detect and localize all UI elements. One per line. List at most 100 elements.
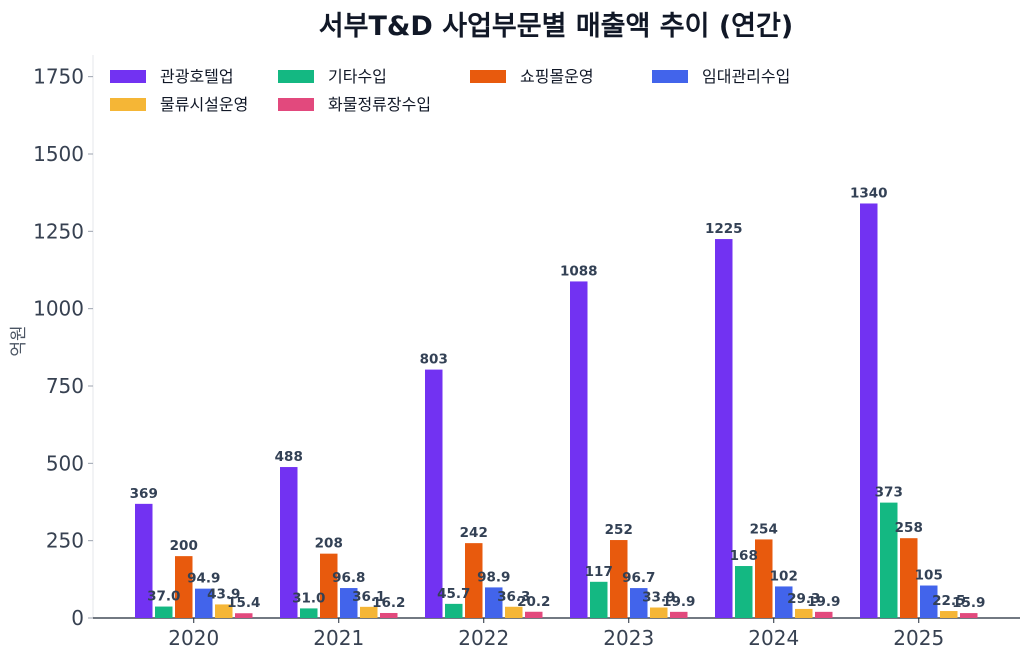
legend-label: 임대관리수입 <box>702 67 790 86</box>
bar[interactable] <box>525 611 543 618</box>
bar[interactable] <box>340 588 358 618</box>
bar[interactable] <box>860 203 878 618</box>
bar[interactable] <box>215 604 233 618</box>
bar-value-label: 98.9 <box>477 569 510 585</box>
y-axis: 0 250 500 750 1000 1250 1500 1750 <box>33 55 94 630</box>
bar-value-label: 803 <box>420 352 448 368</box>
bar[interactable] <box>920 585 938 618</box>
bar[interactable] <box>815 611 833 618</box>
bar-value-label: 94.9 <box>187 571 220 587</box>
x-tick-label: 2021 <box>313 626 364 650</box>
bar-value-label: 19.9 <box>662 594 695 610</box>
bar-value-label: 252 <box>605 522 633 538</box>
legend-swatch <box>278 70 314 83</box>
x-tick-label: 2022 <box>458 626 509 650</box>
bar[interactable] <box>795 608 813 618</box>
bar-value-label: 1340 <box>850 185 888 201</box>
bar-value-label: 105 <box>915 568 943 584</box>
legend-swatch <box>110 70 146 83</box>
bar[interactable] <box>135 503 153 618</box>
bar-value-label: 33.9 <box>642 590 675 606</box>
bar[interactable] <box>485 587 503 618</box>
bar[interactable] <box>465 543 483 618</box>
legend-item[interactable]: 기타수입 <box>278 67 387 86</box>
bar-value-label: 15.9 <box>952 595 985 611</box>
bar-value-label: 200 <box>170 538 198 554</box>
bar[interactable] <box>590 581 608 618</box>
bar[interactable] <box>630 588 648 618</box>
legend-swatch <box>110 98 146 111</box>
bar-value-label: 45.7 <box>437 586 470 602</box>
bar[interactable] <box>155 606 173 618</box>
legend-swatch <box>470 70 506 83</box>
bar[interactable] <box>195 588 213 618</box>
chart-title: 서부T&D 사업부문별 매출액 추이 (연간) <box>319 11 793 42</box>
bar[interactable] <box>380 612 398 618</box>
bar-value-label: 15.4 <box>227 595 260 611</box>
bar-value-label: 488 <box>275 449 303 465</box>
legend-item[interactable]: 화물정류장수입 <box>278 95 431 114</box>
y-tick-label: 1000 <box>33 297 84 321</box>
bar[interactable] <box>505 606 523 618</box>
bar[interactable] <box>715 239 733 619</box>
bar-value-label: 242 <box>460 525 488 541</box>
bar[interactable] <box>300 608 318 618</box>
y-tick-label: 500 <box>46 451 84 475</box>
x-axis: 2020 2021 2022 2023 2024 2025 <box>93 617 1020 650</box>
bar[interactable] <box>940 611 958 618</box>
bar-value-label: 29.3 <box>787 591 820 607</box>
bar-value-label: 31.0 <box>292 590 325 606</box>
bar-value-label: 20.2 <box>517 594 550 610</box>
bar-value-label: 19.9 <box>807 594 840 610</box>
bar-value-label: 96.8 <box>332 570 365 586</box>
bar-value-label: 96.7 <box>622 570 655 586</box>
legend-label: 기타수입 <box>328 67 387 86</box>
bar-value-label: 102 <box>770 568 798 584</box>
bar-value-label: 373 <box>875 485 903 501</box>
bar-value-label: 1225 <box>705 221 743 237</box>
y-tick-label: 750 <box>46 374 84 398</box>
legend-item[interactable]: 쇼핑몰운영 <box>470 67 594 86</box>
bar[interactable] <box>735 566 753 618</box>
bar[interactable] <box>775 586 793 618</box>
bar[interactable] <box>280 467 298 618</box>
bar-value-label: 369 <box>130 486 158 502</box>
bar[interactable] <box>755 539 773 618</box>
bar[interactable] <box>320 553 338 618</box>
legend-item[interactable]: 물류시설운영 <box>110 95 248 114</box>
bar-value-label: 168 <box>730 548 758 564</box>
legend-label: 화물정류장수입 <box>328 95 431 114</box>
legend-label: 관광호텔업 <box>160 67 234 86</box>
y-axis-label: 억원 <box>9 325 29 356</box>
legend-label: 물류시설운영 <box>160 95 248 114</box>
legend-item[interactable]: 관광호텔업 <box>110 67 234 86</box>
bar-value-label: 258 <box>895 520 923 536</box>
bar[interactable] <box>445 603 463 618</box>
legend-item[interactable]: 임대관리수입 <box>652 67 790 86</box>
bar-value-label: 36.3 <box>497 589 530 605</box>
y-tick-label: 1750 <box>33 65 84 89</box>
y-tick-label: 0 <box>71 606 84 630</box>
bar-value-label: 16.2 <box>372 595 405 611</box>
legend-swatch <box>652 70 688 83</box>
bar[interactable] <box>235 613 253 618</box>
y-tick-label: 1250 <box>33 219 84 243</box>
bar[interactable] <box>900 538 918 618</box>
bar-series-group <box>135 203 978 619</box>
bar[interactable] <box>650 607 668 618</box>
bar[interactable] <box>880 502 898 618</box>
bar[interactable] <box>960 613 978 618</box>
bar[interactable] <box>360 606 378 618</box>
bar[interactable] <box>670 611 688 618</box>
bar[interactable] <box>610 540 628 618</box>
bar[interactable] <box>570 281 588 618</box>
x-tick-label: 2025 <box>893 626 944 650</box>
bar[interactable] <box>175 556 193 618</box>
bar[interactable] <box>425 369 443 618</box>
legend-swatch <box>278 98 314 111</box>
legend-label: 쇼핑몰운영 <box>520 67 594 86</box>
data-labels-group: 369 37.0 200 94.943.915.4 488 31.0 208 96.8 36.1… <box>130 185 986 611</box>
bar-value-label: 1088 <box>560 263 598 279</box>
